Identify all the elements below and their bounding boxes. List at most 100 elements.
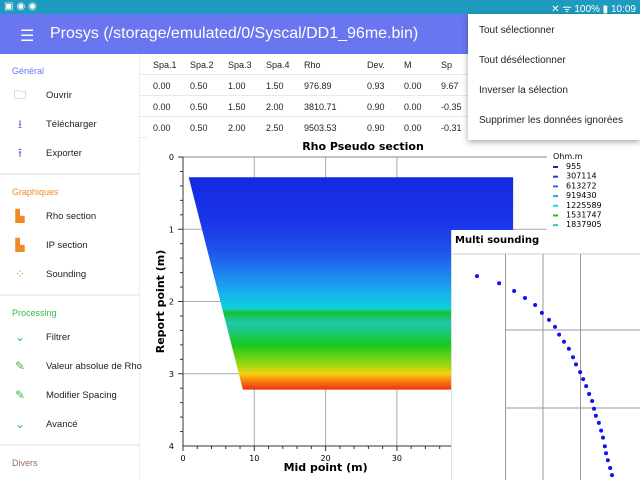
section-header-3: Divers [12, 458, 38, 468]
navigation-drawer: Général 🗀 Ouvrir ⭳ Télécharger ⭱ Exporter Graph… [0, 54, 142, 480]
legend-entry: 307114 [566, 172, 597, 181]
data-point [584, 384, 589, 389]
legend-swatch [553, 224, 558, 227]
menu-item-1[interactable]: Tout désélectionner [479, 55, 566, 66]
column-header[interactable]: Spa.1 [153, 60, 177, 70]
legend-swatch [553, 166, 558, 168]
x-tick-label: 0 [180, 454, 185, 463]
legend-swatch [553, 204, 558, 207]
column-header[interactable]: Dev. [367, 60, 385, 70]
section-icon: ▙ [15, 238, 25, 252]
sidebar-item-ouvrir[interactable]: 🗀 Ouvrir [0, 80, 139, 109]
sidebar-item-label: Valeur absolue de Rho [46, 361, 142, 372]
section-header-2: Processing [12, 308, 57, 318]
data-point [578, 370, 583, 375]
sidebar-item-label: Modifier Spacing [46, 390, 117, 401]
hamburger-menu-icon[interactable]: ☰ [20, 28, 35, 45]
section-divider [0, 173, 139, 175]
x-tick-label: 30 [392, 454, 402, 463]
app-title: Prosys (/storage/emulated/0/Syscal/DD1_9… [50, 25, 419, 42]
menu-item-0[interactable]: Tout sélectionner [479, 25, 555, 36]
legend-entry: 919430 [566, 191, 597, 200]
chart-title: Rho Pseudo section [302, 140, 424, 153]
data-point [581, 377, 586, 382]
sidebar-item-label: Sounding [46, 269, 87, 280]
column-header[interactable]: Spa.2 [190, 60, 214, 70]
data-table: Spa.1 Spa.2 Spa.3 Spa.4 Rho Dev. M Sp 0.00 0.50 1.… [140, 54, 640, 138]
y-tick-label: 3 [169, 370, 174, 379]
menu-item-2[interactable]: Inverser la sélection [479, 85, 568, 96]
status-bar: ▣◉◉ ✕ ᯤ 100% ▮ 10:09 [0, 0, 640, 15]
multi-sounding-svg: Multi sounding [452, 235, 640, 480]
table-row[interactable]: 0.00 0.50 1.50 2.00 3810.71 0.90 0.00 -0.35 [140, 96, 640, 117]
table-cell: 0.93 [367, 81, 385, 91]
x-axis-label: Mid point (m) [284, 461, 368, 474]
data-point [571, 355, 575, 360]
upload-icon: ⭱ [17, 146, 23, 160]
table-cell: 2.50 [266, 123, 284, 133]
sidebar-item-valeur-absolue-de-rho[interactable]: ✎ Valeur absolue de Rho [0, 351, 142, 380]
column-header[interactable]: Spa.4 [266, 60, 290, 70]
legend-entry: 1531747 [566, 211, 602, 220]
data-point [523, 296, 527, 301]
sidebar-item-rho-section[interactable]: ▙ Rho section [0, 201, 139, 230]
data-point [608, 466, 613, 471]
y-tick-label: 0 [169, 153, 174, 162]
data-point [557, 332, 562, 337]
sidebar-item-ip-section[interactable]: ▙ IP section [0, 230, 139, 259]
data-point [601, 435, 605, 440]
legend-entry: 1225589 [566, 201, 602, 210]
data-point [590, 398, 595, 403]
scatter-icon: ⁘ [14, 267, 26, 281]
column-header[interactable]: Sp [441, 60, 453, 70]
data-point [605, 458, 610, 463]
sidebar-item-modifier-spacing[interactable]: ✎ Modifier Spacing [0, 380, 139, 409]
sidebar-item-avanc-[interactable]: ⌄ Avancé [0, 409, 139, 438]
table-cell: 0.00 [404, 102, 422, 112]
sidebar-item-t-l-charger[interactable]: ⭳ Télécharger [0, 109, 139, 138]
pseudo-section-fill [188, 177, 514, 390]
sidebar-item-label: Avancé [46, 419, 78, 430]
section-divider [0, 294, 139, 296]
column-header[interactable]: Spa.3 [228, 60, 252, 70]
section-header-0: Général [12, 66, 45, 76]
y-tick-label: 2 [169, 298, 174, 307]
x-tick-label: 20 [321, 454, 331, 463]
table-cell: 3810.71 [304, 102, 337, 112]
table-cell: 0.00 [153, 102, 171, 112]
table-cell: 976.89 [304, 81, 332, 91]
data-point [599, 428, 604, 433]
legend-swatch [553, 175, 558, 178]
table-cell: 1.50 [228, 102, 246, 112]
table-cell: 1.50 [266, 81, 284, 91]
data-point [512, 289, 517, 293]
sidebar-item-label: Ouvrir [46, 90, 72, 101]
table-cell: 0.00 [404, 81, 422, 91]
data-point [562, 339, 566, 344]
sidebar-item-label: IP section [46, 240, 88, 251]
data-point [547, 317, 551, 322]
sidebar-item-label: Rho section [46, 211, 97, 222]
table-row[interactable]: 0.00 0.50 1.00 1.50 976.89 0.93 0.00 9.67 [140, 75, 640, 96]
section-icon: ▙ [15, 209, 25, 223]
chevron-down-icon: ⌄ [14, 330, 26, 344]
legend-entry: 1837905 [566, 220, 602, 229]
legend-title: Ohm.m [553, 152, 583, 161]
legend-swatch [553, 185, 558, 188]
data-point [574, 362, 578, 367]
data-point [592, 406, 596, 411]
table-header: Spa.1 Spa.2 Spa.3 Spa.4 Rho Dev. M Sp [140, 54, 640, 75]
column-header[interactable]: Rho [304, 60, 321, 70]
sidebar-item-filtrer[interactable]: ⌄ Filtrer [0, 322, 139, 351]
column-header[interactable]: M [404, 60, 412, 70]
table-cell: 0.90 [367, 123, 385, 133]
sidebar-item-exporter[interactable]: ⭱ Exporter [0, 138, 139, 167]
x-tick-label: 10 [249, 454, 259, 463]
sidebar-item-label: Exporter [46, 148, 82, 159]
legend-entry: 955 [566, 162, 581, 171]
sidebar-item-sounding[interactable]: ⁘ Sounding [0, 259, 139, 288]
table-cell: 0.50 [190, 81, 208, 91]
data-point [497, 281, 502, 286]
chevron-down-icon: ⌄ [14, 417, 26, 431]
menu-item-3[interactable]: Supprimer les données ignorées [479, 115, 623, 126]
